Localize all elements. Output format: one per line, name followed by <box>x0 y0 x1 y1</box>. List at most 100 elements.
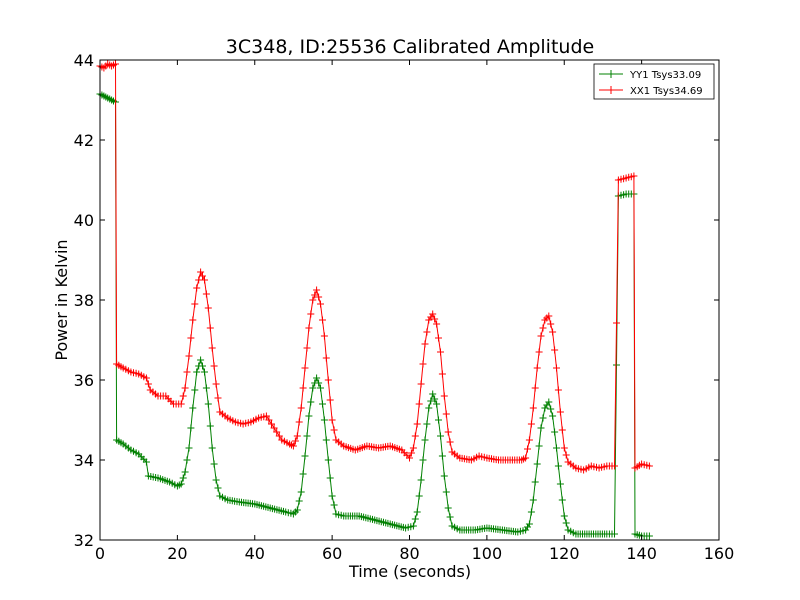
data-point-marker <box>431 395 439 403</box>
data-point-marker <box>268 420 275 428</box>
data-point-marker <box>413 420 421 428</box>
data-point-marker <box>322 354 330 362</box>
data-point-marker <box>275 432 283 440</box>
data-point-marker <box>187 424 195 432</box>
data-point-marker <box>201 368 208 376</box>
data-point-marker <box>444 504 452 512</box>
data-point-marker <box>289 442 297 450</box>
x-tick-label: 80 <box>399 544 419 563</box>
data-point-marker <box>539 414 547 422</box>
data-point-marker <box>527 508 535 516</box>
data-point-marker <box>322 436 330 444</box>
data-point-marker <box>425 404 433 412</box>
data-point-marker <box>553 364 560 372</box>
legend-items: YY1 Tsys33.09 XX1 Tsys34.69 <box>599 70 703 97</box>
series-line <box>99 93 650 537</box>
data-point-marker <box>189 404 197 412</box>
data-point-marker <box>305 324 313 332</box>
data-point-marker <box>535 442 543 450</box>
data-point-marker <box>411 432 419 440</box>
x-tick-label: 60 <box>322 544 342 563</box>
data-point-marker <box>429 390 437 398</box>
x-tick-label: 0 <box>95 544 105 563</box>
data-point-marker <box>537 424 545 432</box>
data-point-marker <box>527 420 535 428</box>
data-point-marker <box>214 394 222 402</box>
y-axis-label: Power in Kelvin <box>52 239 71 360</box>
data-point-marker <box>529 496 537 504</box>
data-point-marker <box>525 520 533 528</box>
data-point-marker <box>611 530 618 538</box>
data-point-marker <box>435 416 442 424</box>
data-point-marker <box>417 476 425 484</box>
data-point-marker <box>212 476 220 484</box>
data-point-marker <box>326 474 334 482</box>
series-line <box>99 63 650 471</box>
data-point-marker <box>177 480 185 488</box>
data-point-marker <box>197 356 205 364</box>
data-point-marker <box>204 304 212 312</box>
data-point-marker <box>328 416 336 424</box>
data-point-marker <box>265 416 273 424</box>
data-point-marker <box>549 328 557 336</box>
data-point-marker <box>545 398 553 406</box>
data-point-marker <box>210 362 218 370</box>
data-point-marker <box>320 416 328 424</box>
data-point-marker <box>193 368 201 376</box>
data-point-marker <box>313 374 321 382</box>
data-point-marker <box>531 384 539 392</box>
y-tick-label: 32 <box>74 531 94 550</box>
data-point-marker <box>181 384 189 392</box>
data-point-marker <box>193 284 201 292</box>
data-point-marker <box>199 362 206 370</box>
data-point-marker <box>556 408 564 416</box>
plot-frame <box>99 59 720 541</box>
y-tick-label: 44 <box>74 51 94 70</box>
legend-label: YY1 Tsys33.09 <box>629 70 701 81</box>
data-point-marker <box>531 478 539 486</box>
data-point-marker <box>545 312 553 320</box>
data-point-marker <box>112 60 119 68</box>
data-point-marker <box>553 444 560 452</box>
data-point-marker <box>319 316 326 324</box>
data-point-marker <box>562 451 570 459</box>
data-point-marker <box>413 508 421 516</box>
data-point-marker <box>539 324 547 332</box>
x-tick-label: 100 <box>472 544 503 563</box>
data-point-marker <box>319 400 326 408</box>
data-point-marker <box>541 404 549 412</box>
data-point-marker <box>411 515 419 523</box>
y-tick-label: 42 <box>74 131 94 150</box>
data-point-marker <box>417 380 425 388</box>
data-point-marker <box>326 396 334 404</box>
data-point-marker <box>210 460 218 468</box>
data-point-marker <box>435 334 442 342</box>
data-point-marker <box>212 380 220 388</box>
data-point-marker <box>330 501 338 509</box>
data-point-marker <box>554 462 562 470</box>
data-point-marker <box>330 426 338 434</box>
data-point-marker <box>554 386 562 394</box>
data-point-marker <box>297 488 305 496</box>
data-point-marker <box>522 454 530 462</box>
data-point-marker <box>442 488 450 496</box>
legend-marker <box>607 86 615 94</box>
data-point-marker <box>295 497 303 505</box>
data-point-marker <box>409 444 417 452</box>
x-tick-label: 140 <box>626 544 657 563</box>
data-point-marker <box>293 432 301 440</box>
data-point-marker <box>556 480 564 488</box>
data-point-marker <box>189 316 197 324</box>
series-layer <box>96 60 653 540</box>
data-point-marker <box>309 384 317 392</box>
legend-marker <box>607 70 615 78</box>
data-point-marker <box>421 340 429 348</box>
data-point-marker <box>291 437 299 445</box>
data-point-marker <box>303 344 311 352</box>
data-point-marker <box>199 272 206 280</box>
data-point-marker <box>315 379 323 387</box>
data-point-marker <box>613 319 620 327</box>
data-point-marker <box>547 405 555 413</box>
data-point-marker <box>407 449 415 457</box>
data-point-marker <box>535 348 543 356</box>
